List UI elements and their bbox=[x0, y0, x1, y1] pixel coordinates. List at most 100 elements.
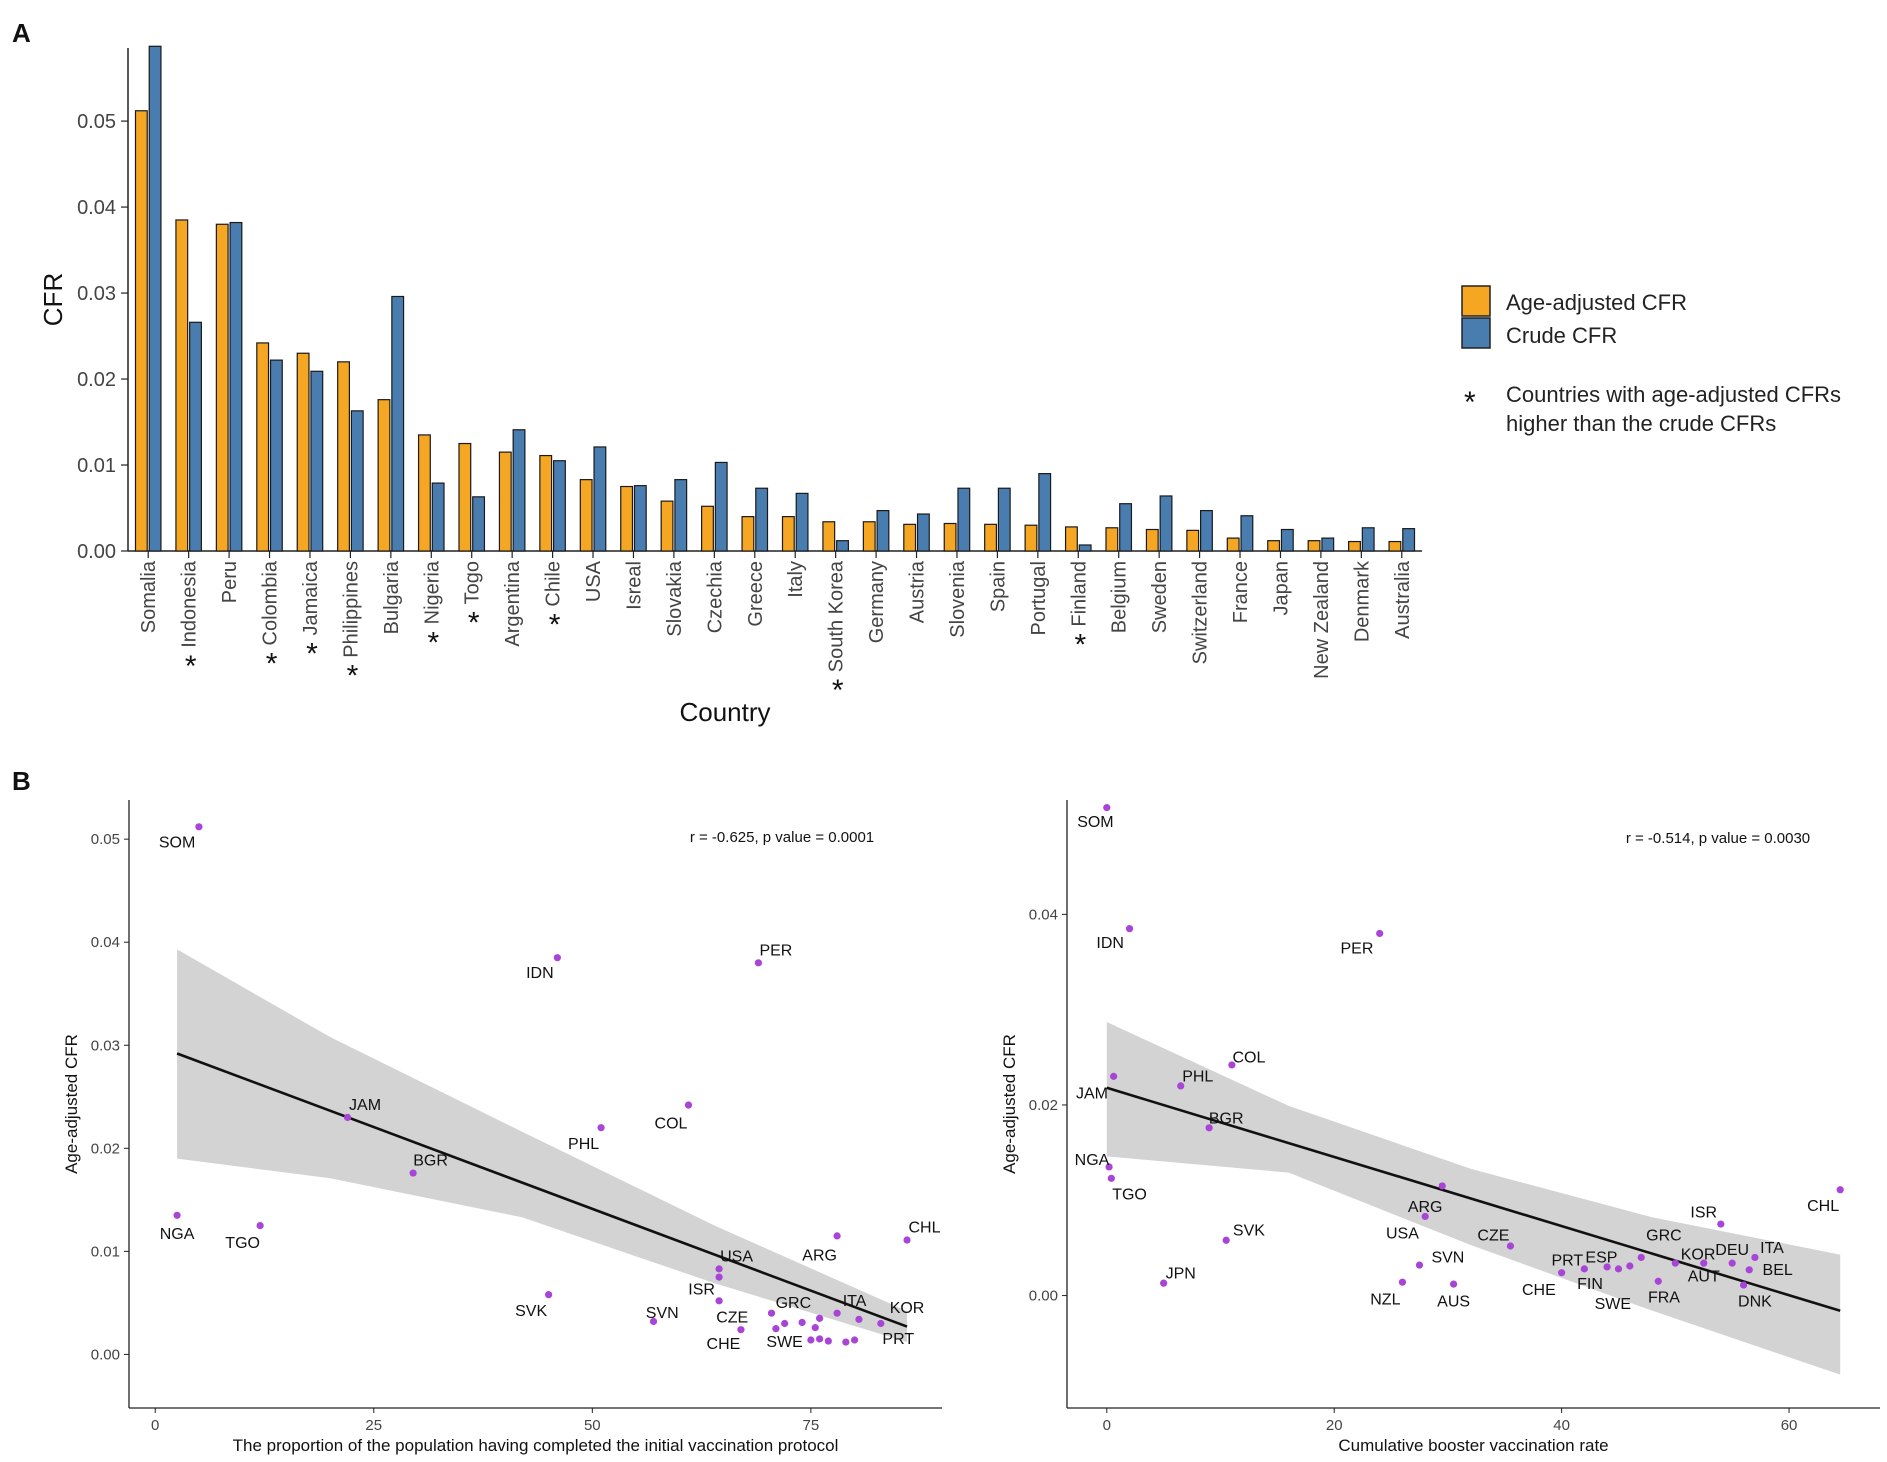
data-point bbox=[715, 1297, 723, 1305]
data-point bbox=[1421, 1212, 1429, 1221]
star-marker: * bbox=[266, 647, 278, 680]
bar-crude bbox=[431, 482, 445, 552]
data-point bbox=[1398, 1278, 1407, 1286]
legend-note-line1: Countries with age-adjusted CFRs bbox=[1506, 382, 1841, 407]
y-tick-label: 0.00 bbox=[77, 541, 116, 563]
x-tick-label: South Korea bbox=[826, 560, 848, 672]
bar-age-adjusted bbox=[1024, 524, 1038, 552]
point-label-deu: DEU bbox=[1715, 1242, 1749, 1259]
data-point bbox=[1450, 1280, 1458, 1288]
x-tick-label: Jamaica bbox=[300, 560, 322, 635]
point-label-kor: KOR bbox=[890, 1300, 925, 1317]
point-label-kor: KOR bbox=[1681, 1247, 1716, 1264]
bar-crude bbox=[1280, 528, 1294, 552]
data-point bbox=[649, 1317, 658, 1326]
legend-swatch-age-adjusted bbox=[1461, 285, 1491, 317]
point-label-isr: ISR bbox=[1690, 1205, 1717, 1222]
point-label-usa: USA bbox=[1386, 1226, 1419, 1243]
y-tick-label: 0.03 bbox=[77, 283, 116, 305]
scatter-booster-vaccination: 0.00 0.02 0.04 0 20 40 60 SOM IDN PER COL PHL JAM BGR… bbox=[1000, 800, 1880, 1455]
bar-age-adjusted bbox=[1064, 526, 1078, 552]
bar-age-adjusted bbox=[1186, 529, 1200, 552]
point-label-fin: FIN bbox=[1577, 1276, 1603, 1293]
point-label-col: COL bbox=[1232, 1049, 1265, 1066]
data-point bbox=[781, 1319, 789, 1328]
bar-age-adjusted bbox=[215, 223, 229, 552]
bar-crude bbox=[916, 513, 930, 552]
data-point bbox=[1177, 1082, 1185, 1090]
x-tick-label: 25 bbox=[365, 1417, 382, 1434]
data-point bbox=[1125, 925, 1134, 933]
bar-chart-cfr: 0.00 0.01 0.02 0.03 0.04 0.05 Somalia Indonesia… bbox=[38, 45, 1422, 727]
bar-age-adjusted bbox=[903, 523, 917, 552]
x-tick-label: Spain bbox=[987, 561, 1009, 612]
bar-age-adjusted bbox=[943, 522, 957, 552]
bar-crude bbox=[674, 479, 688, 552]
y-tick-label: 0.00 bbox=[91, 1346, 120, 1363]
bar-age-adjusted bbox=[862, 521, 876, 552]
data-point bbox=[545, 1291, 553, 1299]
data-point bbox=[1700, 1259, 1708, 1267]
correlation-annotation: r = -0.514, p value = 0.0030 bbox=[1626, 830, 1810, 847]
point-label-phl: PHL bbox=[568, 1136, 599, 1153]
star-marker: * bbox=[832, 674, 844, 707]
x-tick-label: France bbox=[1230, 561, 1252, 623]
point-label-cze: CZE bbox=[716, 1309, 748, 1326]
point-label-chl: CHL bbox=[1807, 1198, 1839, 1215]
data-point bbox=[850, 1336, 859, 1344]
bar-age-adjusted bbox=[498, 451, 512, 552]
bar-crude bbox=[593, 446, 607, 552]
y-tick-label: 0.04 bbox=[1029, 906, 1058, 923]
bar-age-adjusted bbox=[984, 523, 998, 552]
point-label-esp: ESP bbox=[1585, 1249, 1617, 1266]
y-tick-label: 0.05 bbox=[91, 831, 120, 848]
x-tick-label: Peru bbox=[219, 561, 241, 603]
point-label-isr: ISR bbox=[688, 1281, 715, 1298]
data-point bbox=[1103, 804, 1111, 812]
legend-star-symbol: * bbox=[1464, 386, 1476, 419]
data-point bbox=[807, 1336, 815, 1344]
data-point bbox=[1205, 1124, 1213, 1132]
bar-crude bbox=[714, 461, 728, 552]
data-point bbox=[1222, 1236, 1230, 1244]
bar-crude bbox=[633, 485, 647, 552]
y-tick-label: 0.02 bbox=[1029, 1097, 1058, 1114]
data-point bbox=[1728, 1259, 1736, 1267]
data-point bbox=[816, 1335, 824, 1343]
bar-crude bbox=[795, 492, 809, 552]
point-label-svk: SVK bbox=[515, 1303, 547, 1320]
x-tick-label: Germany bbox=[866, 561, 888, 643]
x-tick-label: Slovenia bbox=[947, 560, 969, 638]
x-tick-label: Japan bbox=[1270, 561, 1292, 616]
data-point bbox=[1105, 1163, 1113, 1171]
data-point bbox=[737, 1326, 745, 1334]
y-tick-label: 0.01 bbox=[77, 455, 116, 477]
bar-crude bbox=[229, 221, 243, 552]
x-tick-label: Somalia bbox=[138, 560, 160, 633]
bar-crude bbox=[1361, 527, 1375, 552]
bar-age-adjusted bbox=[134, 110, 148, 552]
point-label-chl: CHL bbox=[909, 1220, 941, 1237]
point-label-che: CHE bbox=[1522, 1282, 1556, 1299]
y-tick-label: 0.02 bbox=[77, 369, 116, 391]
point-label-usa: USA bbox=[720, 1249, 753, 1266]
x-tick-label: USA bbox=[583, 560, 605, 602]
point-label-tgo: TGO bbox=[225, 1235, 260, 1252]
x-tick-label: Nigeria bbox=[421, 560, 443, 624]
data-point bbox=[903, 1236, 911, 1244]
bar-crude bbox=[1240, 515, 1254, 552]
point-label-som: SOM bbox=[1077, 814, 1113, 831]
data-point bbox=[833, 1232, 841, 1240]
data-point bbox=[173, 1211, 181, 1219]
point-label-che: CHE bbox=[707, 1336, 741, 1353]
star-marker: * bbox=[306, 637, 318, 670]
point-label-grc: GRC bbox=[776, 1295, 812, 1312]
data-point bbox=[1626, 1262, 1634, 1270]
point-label-prt: PRT bbox=[1551, 1252, 1583, 1269]
legend: Age-adjusted CFR Crude CFR * Countries w… bbox=[1461, 285, 1841, 436]
bar-crude bbox=[552, 460, 566, 552]
bar-age-adjusted bbox=[579, 479, 593, 552]
bar-crude bbox=[755, 487, 769, 552]
point-label-grc: GRC bbox=[1646, 1228, 1682, 1245]
data-point bbox=[256, 1222, 264, 1230]
